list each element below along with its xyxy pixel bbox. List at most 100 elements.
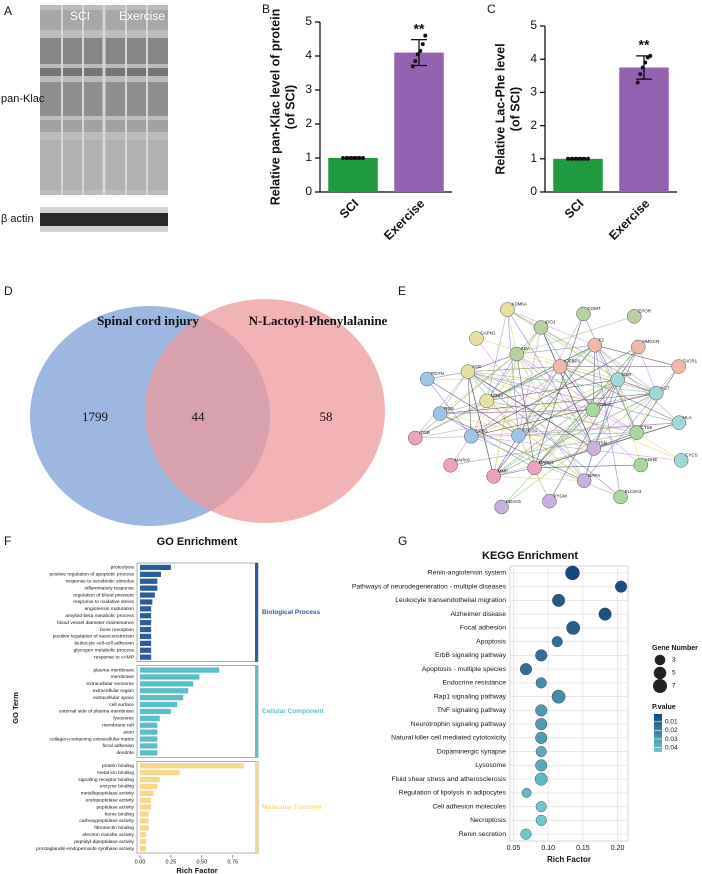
significance: ** bbox=[414, 20, 425, 36]
network-node bbox=[533, 320, 549, 335]
set-label: Spinal cord injury bbox=[97, 313, 199, 328]
y-tick-label: Cell adhesion molecules bbox=[432, 803, 506, 810]
bar bbox=[140, 839, 147, 845]
y-tick-label: 1 bbox=[530, 151, 537, 165]
bar bbox=[140, 783, 158, 790]
panel-letter: F bbox=[4, 534, 11, 548]
data-point bbox=[566, 156, 570, 161]
y-tick-label: external side of plasma membrane bbox=[59, 709, 134, 715]
data-point bbox=[418, 48, 423, 53]
network-edge bbox=[467, 371, 679, 423]
dot bbox=[551, 636, 563, 648]
y-tick-label: Alzheimer disease bbox=[450, 611, 506, 618]
network-node bbox=[469, 331, 484, 346]
bar bbox=[140, 585, 158, 591]
network-node bbox=[511, 428, 526, 443]
network-node bbox=[552, 359, 568, 374]
y-tick-label: membrane raft bbox=[102, 723, 134, 729]
data-point bbox=[357, 156, 361, 160]
y-tick-label: Natural killer cell mediated cytotoxicit… bbox=[391, 735, 506, 742]
network-edge bbox=[471, 379, 618, 437]
legend-label: 5 bbox=[672, 670, 676, 677]
significance: ** bbox=[639, 37, 650, 53]
network-node bbox=[649, 385, 664, 401]
y-tick-label: dendrite bbox=[116, 750, 134, 756]
y-tick-label: TNF signaling pathway bbox=[437, 707, 507, 714]
network-edge bbox=[583, 313, 637, 433]
node-label: NOX4 bbox=[491, 393, 504, 398]
node-label: CTSK bbox=[641, 425, 653, 430]
row-label: β actin bbox=[1, 213, 34, 225]
bar bbox=[140, 743, 158, 749]
y-tick-label: 2 bbox=[530, 118, 537, 132]
y-tick-label: regulation of blood pressure bbox=[73, 592, 134, 598]
data-point bbox=[574, 156, 578, 161]
plot-area bbox=[509, 565, 629, 842]
y-axis-label: (of SCI) bbox=[283, 85, 297, 129]
bar bbox=[140, 715, 160, 721]
y-tick-label: Apoptosis - multiple species bbox=[422, 666, 507, 673]
bar bbox=[140, 620, 152, 626]
network-node bbox=[629, 425, 644, 440]
node-label: F2 bbox=[599, 337, 605, 342]
bar bbox=[140, 818, 149, 824]
network-node bbox=[527, 460, 542, 476]
y-tick-label: prostaglandin-endoperoxide synthase acti… bbox=[36, 846, 134, 852]
y-tick-label: carboxypeptidase activity bbox=[79, 818, 134, 824]
bar bbox=[140, 592, 155, 598]
set-label: N-Lactoyl-Phenylalanine bbox=[249, 313, 388, 328]
network-edge bbox=[415, 353, 517, 439]
network-edge bbox=[467, 371, 494, 477]
bar bbox=[140, 750, 158, 756]
x-tick-label: 0.05 bbox=[507, 845, 521, 852]
network-edge bbox=[501, 392, 657, 508]
group-strip bbox=[255, 761, 258, 853]
panel-letter: B bbox=[262, 2, 270, 16]
y-tick-label: fibronectin binding bbox=[94, 825, 134, 831]
node-label: PDYN bbox=[431, 371, 444, 376]
data-point bbox=[640, 65, 645, 70]
bar bbox=[140, 845, 147, 852]
dot bbox=[566, 621, 581, 635]
node-label: HDAC5 bbox=[506, 499, 522, 504]
y-tick-label: amyloid-beta metabolic process bbox=[65, 613, 134, 619]
node-label: REN bbox=[444, 406, 454, 411]
bar bbox=[328, 158, 378, 192]
network-edge bbox=[559, 366, 679, 423]
y-tick-label: 0 bbox=[530, 184, 537, 198]
network-node bbox=[576, 306, 591, 322]
network-edge bbox=[493, 379, 618, 477]
y-tick-label: Fluid shear stress and atherosclerosis bbox=[392, 776, 507, 783]
y-tick-label: endopeptidase activity bbox=[86, 798, 135, 804]
y-tick-label: positive regulation of vasoconstriction bbox=[53, 634, 135, 640]
network-edge bbox=[493, 392, 657, 477]
panel-letter: D bbox=[4, 284, 13, 298]
node-label: CTSG bbox=[475, 428, 488, 433]
bar bbox=[140, 695, 184, 701]
y-tick-label: extracellular space bbox=[93, 695, 134, 701]
network-node bbox=[585, 402, 601, 418]
network-node bbox=[432, 406, 448, 421]
y-tick-label: blood vessel diameter maintenance bbox=[57, 620, 134, 626]
network-node bbox=[420, 371, 435, 387]
y-tick-label: Rap1 signaling pathway bbox=[434, 693, 507, 700]
y-tick-label: Apoptosis bbox=[476, 638, 506, 645]
network-edge bbox=[617, 379, 642, 466]
network-edge bbox=[439, 371, 469, 414]
y-tick-label: proteolysis bbox=[111, 565, 135, 571]
y-tick-label: leukocyte cell-cell adhesion bbox=[74, 641, 134, 647]
network-edge bbox=[439, 353, 517, 414]
group-label: Molecular Function bbox=[262, 804, 322, 811]
dot bbox=[552, 593, 566, 607]
y-tick-label: angiotensin maturation bbox=[85, 606, 135, 612]
network-edge bbox=[415, 392, 657, 439]
y-tick-label: bone resorption bbox=[100, 627, 134, 633]
y-axis-label: (of SCI) bbox=[508, 87, 522, 131]
network-edge bbox=[534, 379, 618, 469]
network-edge bbox=[534, 464, 641, 469]
panel-letter: A bbox=[4, 4, 12, 18]
network-node bbox=[486, 469, 501, 484]
network-edge bbox=[415, 432, 637, 439]
chart-title: KEGG Enrichment bbox=[482, 550, 578, 562]
